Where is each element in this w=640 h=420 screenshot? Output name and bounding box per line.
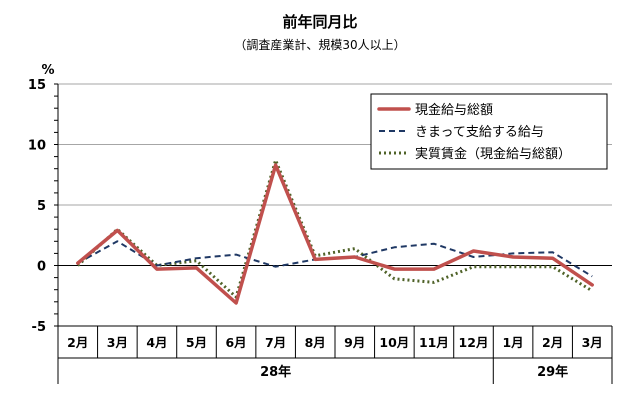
- y-tick-label: 10: [28, 139, 46, 154]
- x-tick-label: 10月: [379, 335, 409, 350]
- x-tick-label: 7月: [265, 335, 286, 350]
- series-line-dotted: [76, 158, 593, 299]
- x-tick-label: 1月: [502, 335, 523, 350]
- x-tick-label: 5月: [186, 335, 207, 350]
- x-tick-label: 3月: [582, 335, 603, 350]
- x-tick-label: 2月: [542, 335, 563, 350]
- chart-subtitle: （調査産業計、規模30人以上）: [234, 37, 405, 52]
- x-tick-label: 6月: [225, 335, 246, 350]
- year-group-label: 29年: [537, 364, 568, 380]
- x-axis: 2月 3月 4月 5月 6月 7月 8月 9月 10月 11月 12月 1月 2月 3月 28年 29年: [57, 325, 613, 384]
- y-axis-unit: %: [41, 63, 54, 78]
- x-tick-label: 4月: [146, 335, 167, 350]
- y-tick-label: 5: [37, 199, 46, 214]
- series-line-solid: [76, 163, 594, 305]
- legend-label: きまって支給する給与: [415, 125, 544, 140]
- legend-label: 実質賃金（現金給与総額）: [415, 146, 571, 162]
- x-tick-label: 11月: [419, 335, 449, 350]
- x-tick-label: 3月: [107, 335, 128, 350]
- y-tick-label: 15: [28, 78, 46, 93]
- legend-box: [370, 93, 608, 170]
- x-tick-label: 9月: [344, 335, 365, 350]
- series-lines: [76, 158, 594, 305]
- x-tick-label: 8月: [305, 335, 326, 350]
- legend-label: 現金給与総額: [415, 102, 493, 118]
- year-group-label: 28年: [260, 364, 291, 380]
- y-tick-label: 0: [37, 260, 46, 275]
- chart-title: 前年同月比: [282, 13, 357, 31]
- x-tick-label: 12月: [459, 335, 489, 350]
- y-axis: 15 10 5 0 -5: [28, 78, 59, 335]
- y-tick-label: -5: [32, 320, 46, 335]
- x-tick-label: 2月: [67, 335, 88, 350]
